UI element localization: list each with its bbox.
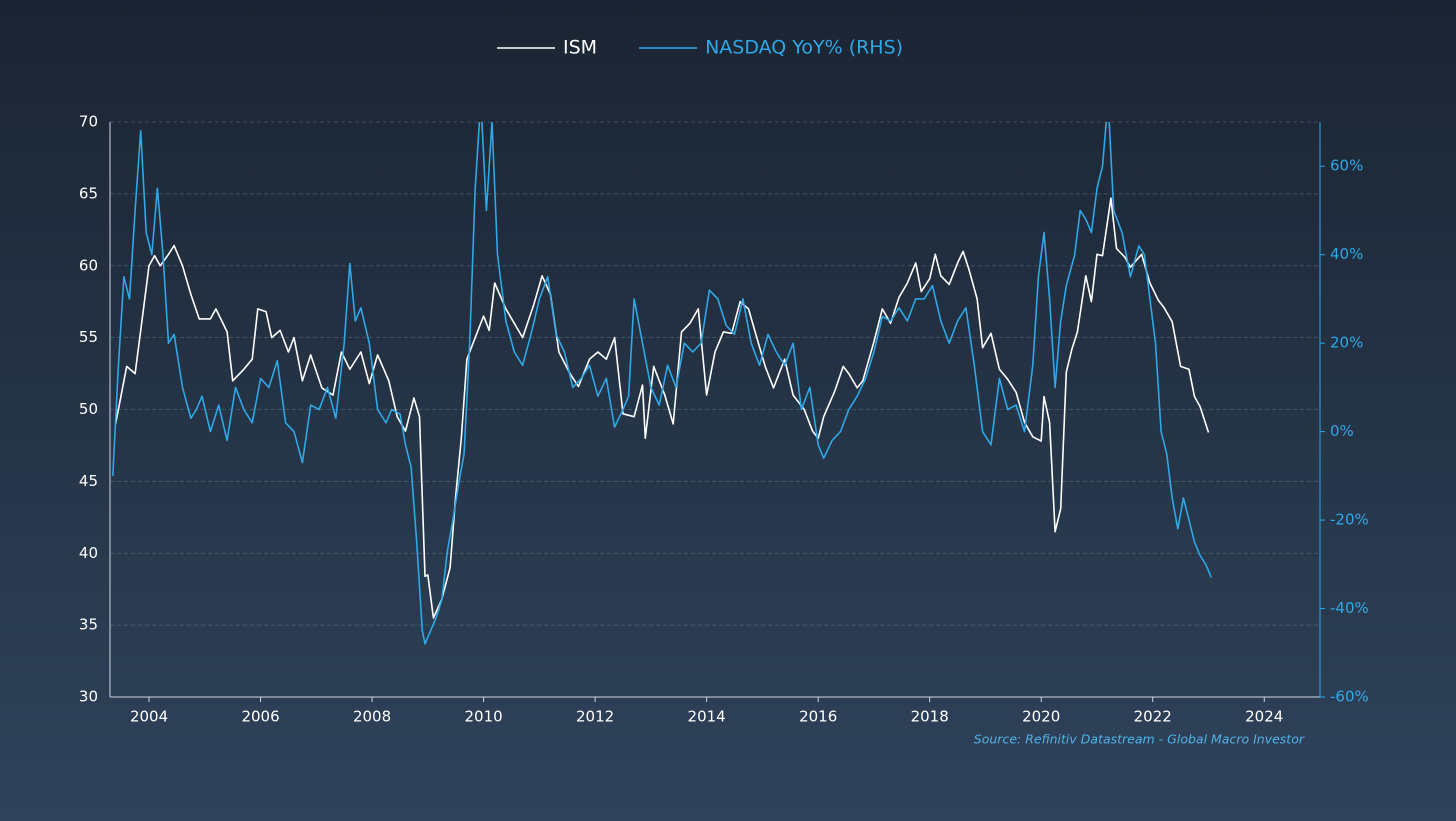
- legend-label: NASDAQ YoY% (RHS): [705, 37, 903, 59]
- y2-tick-label: 40%: [1330, 245, 1363, 263]
- y-tick-label: 70: [79, 113, 98, 131]
- grid: [110, 121, 1320, 626]
- y-tick-label: 65: [79, 184, 98, 202]
- y2-tick-label: 0%: [1330, 422, 1354, 440]
- x-tick-label: 2016: [799, 708, 837, 726]
- y-tick-label: 50: [79, 400, 98, 418]
- y-tick-label: 35: [79, 616, 98, 634]
- x-tick-label: 2022: [1134, 708, 1172, 726]
- y-tick-label: 60: [79, 256, 98, 274]
- x-tick-label: 2024: [1245, 708, 1283, 726]
- y2-tick-label: -40%: [1330, 599, 1369, 617]
- x-tick-label: 2020: [1022, 708, 1060, 726]
- plot-area: [112, 122, 1213, 645]
- y-tick-label: 55: [79, 328, 98, 346]
- x-tick-label: 2014: [688, 708, 726, 726]
- series-line: [114, 197, 1210, 619]
- y2-tick-label: -20%: [1330, 511, 1369, 529]
- source-note: Source: Refinitiv Datastream - Global Ma…: [974, 732, 1305, 747]
- x-tick-label: 2018: [911, 708, 949, 726]
- y2-tick-label: -60%: [1330, 688, 1369, 706]
- x-tick-label: 2010: [465, 708, 503, 726]
- y2-tick-label: 20%: [1330, 334, 1363, 352]
- y-tick-label: 45: [79, 472, 98, 490]
- y2-tick-label: 60%: [1330, 157, 1363, 175]
- legend-label: ISM: [563, 37, 597, 59]
- x-tick-label: 2012: [576, 708, 614, 726]
- axes: 30 35 40 45 50 55 60 65 70 -60% -40% -20% 0% 20% 40% 60…: [79, 113, 1369, 726]
- x-tick-label: 2006: [241, 708, 279, 726]
- y-tick-label: 40: [79, 544, 98, 562]
- x-tick-label: 2008: [353, 708, 391, 726]
- y-tick-label: 30: [79, 688, 98, 706]
- series-line: [112, 122, 1213, 645]
- x-tick-label: 2004: [130, 708, 168, 726]
